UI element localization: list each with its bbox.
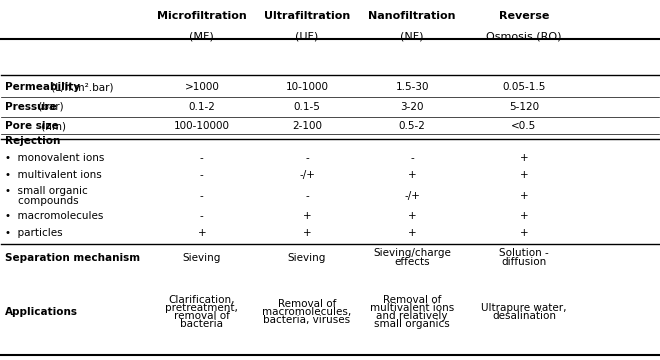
Text: -: - <box>305 153 309 163</box>
Text: -: - <box>305 191 309 201</box>
Text: (L/h.m².bar): (L/h.m².bar) <box>48 82 114 92</box>
Text: 0.5-2: 0.5-2 <box>399 121 426 131</box>
Text: -: - <box>411 153 414 163</box>
Text: -: - <box>200 153 204 163</box>
Text: 10-1000: 10-1000 <box>286 82 329 92</box>
Text: desalination: desalination <box>492 311 556 321</box>
Text: +: + <box>303 211 312 221</box>
Text: (NF): (NF) <box>401 32 424 42</box>
Text: +: + <box>408 211 416 221</box>
Text: compounds: compounds <box>5 196 79 206</box>
Text: •  macromolecules: • macromolecules <box>5 211 103 221</box>
Text: Sieving: Sieving <box>183 252 221 262</box>
Text: •  monovalent ions: • monovalent ions <box>5 153 104 163</box>
Text: +: + <box>408 228 416 238</box>
Text: •  multivalent ions: • multivalent ions <box>5 170 102 180</box>
Text: 0.1-5: 0.1-5 <box>294 102 321 112</box>
Text: (UF): (UF) <box>296 32 319 42</box>
Text: Permeability: Permeability <box>5 82 80 92</box>
Text: removal of: removal of <box>174 311 230 321</box>
Text: •  small organic: • small organic <box>5 186 87 197</box>
Text: Microfiltration: Microfiltration <box>157 11 247 21</box>
Text: 1.5-30: 1.5-30 <box>395 82 429 92</box>
Text: macromolecules,: macromolecules, <box>263 307 352 317</box>
Text: 0.1-2: 0.1-2 <box>188 102 215 112</box>
Text: Clarification,: Clarification, <box>168 295 235 305</box>
Text: bacteria, viruses: bacteria, viruses <box>263 315 350 325</box>
Text: Solution -: Solution - <box>499 248 548 258</box>
Text: bacteria: bacteria <box>180 319 223 329</box>
Text: +: + <box>519 153 528 163</box>
Text: 100-10000: 100-10000 <box>174 121 230 131</box>
Text: -/+: -/+ <box>404 191 420 201</box>
Text: (MF): (MF) <box>189 32 214 42</box>
Text: Ultrapure water,: Ultrapure water, <box>481 303 567 313</box>
Text: +: + <box>519 228 528 238</box>
Text: Osmosis (RO): Osmosis (RO) <box>486 32 562 42</box>
Text: Applications: Applications <box>5 307 78 317</box>
Text: +: + <box>408 170 416 180</box>
Text: effects: effects <box>394 257 430 267</box>
Text: <0.5: <0.5 <box>512 121 537 131</box>
Text: (nm): (nm) <box>38 121 66 131</box>
Text: Sieving: Sieving <box>288 252 326 262</box>
Text: Rejection: Rejection <box>5 136 60 147</box>
Text: Ultrafiltration: Ultrafiltration <box>264 11 350 21</box>
Text: +: + <box>519 191 528 201</box>
Text: 2-100: 2-100 <box>292 121 322 131</box>
Text: 0.05-1.5: 0.05-1.5 <box>502 82 546 92</box>
Text: -: - <box>200 211 204 221</box>
Text: Pressure: Pressure <box>5 102 56 112</box>
Text: and relatively: and relatively <box>376 311 448 321</box>
Text: (bar): (bar) <box>34 102 63 112</box>
Text: -: - <box>200 191 204 201</box>
Text: Removal of: Removal of <box>383 295 442 305</box>
Text: -: - <box>200 170 204 180</box>
Text: Removal of: Removal of <box>278 299 336 309</box>
Text: +: + <box>197 228 206 238</box>
Text: diffusion: diffusion <box>501 257 546 267</box>
Text: small organics: small organics <box>374 319 450 329</box>
Text: •  particles: • particles <box>5 228 62 238</box>
Text: Reverse: Reverse <box>499 11 549 21</box>
Text: +: + <box>519 211 528 221</box>
Text: +: + <box>303 228 312 238</box>
Text: Nanofiltration: Nanofiltration <box>368 11 456 21</box>
Text: 3-20: 3-20 <box>401 102 424 112</box>
Text: Pore size: Pore size <box>5 121 59 131</box>
Text: +: + <box>519 170 528 180</box>
Text: 5-120: 5-120 <box>509 102 539 112</box>
Text: pretreatment,: pretreatment, <box>166 303 238 313</box>
Text: Sieving/charge: Sieving/charge <box>373 248 451 258</box>
Text: Separation mechanism: Separation mechanism <box>5 252 140 262</box>
Text: >1000: >1000 <box>184 82 219 92</box>
Text: -/+: -/+ <box>299 170 315 180</box>
Text: multivalent ions: multivalent ions <box>370 303 454 313</box>
